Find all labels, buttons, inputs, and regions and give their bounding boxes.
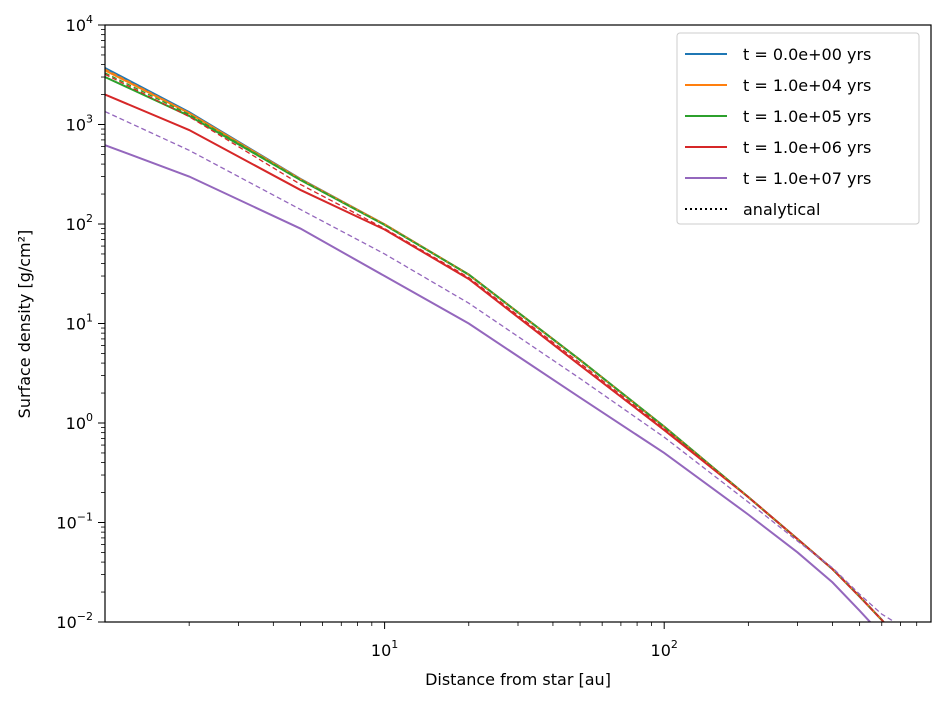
- ticks-layer: 101 102 10−2 10−1 100 101 102 103 104: [56, 13, 918, 660]
- x-axis-label: Distance from star [au]: [425, 670, 611, 689]
- legend-label: t = 1.0e+04 yrs: [743, 76, 871, 95]
- x-tick-label: 102: [651, 638, 678, 660]
- legend-label: t = 0.0e+00 yrs: [743, 45, 871, 64]
- y-axis-label: Surface density [g/cm²]: [15, 230, 34, 419]
- legend: t = 0.0e+00 yrs t = 1.0e+04 yrs t = 1.0e+0…: [676, 32, 920, 225]
- series-layer: [105, 67, 896, 622]
- legend-label: t = 1.0e+07 yrs: [743, 169, 871, 188]
- analytical-line-9: [105, 73, 885, 622]
- analytical-line-10: [105, 110, 896, 622]
- legend-label: t = 1.0e+05 yrs: [743, 107, 871, 126]
- series-line-4: [105, 144, 872, 622]
- y-tick-label: 100: [66, 411, 93, 433]
- y-tick-label: 10−1: [56, 511, 93, 533]
- y-tick-label: 102: [66, 212, 93, 234]
- y-tick-label: 103: [66, 113, 93, 135]
- legend-label: t = 1.0e+06 yrs: [743, 138, 871, 157]
- legend-box: [676, 32, 920, 225]
- y-tick-label: 101: [66, 312, 93, 334]
- y-tick-label: 104: [66, 13, 93, 35]
- x-tick-label: 101: [371, 638, 398, 660]
- y-tick-label: 10−2: [56, 610, 93, 632]
- legend-label: analytical: [743, 200, 820, 219]
